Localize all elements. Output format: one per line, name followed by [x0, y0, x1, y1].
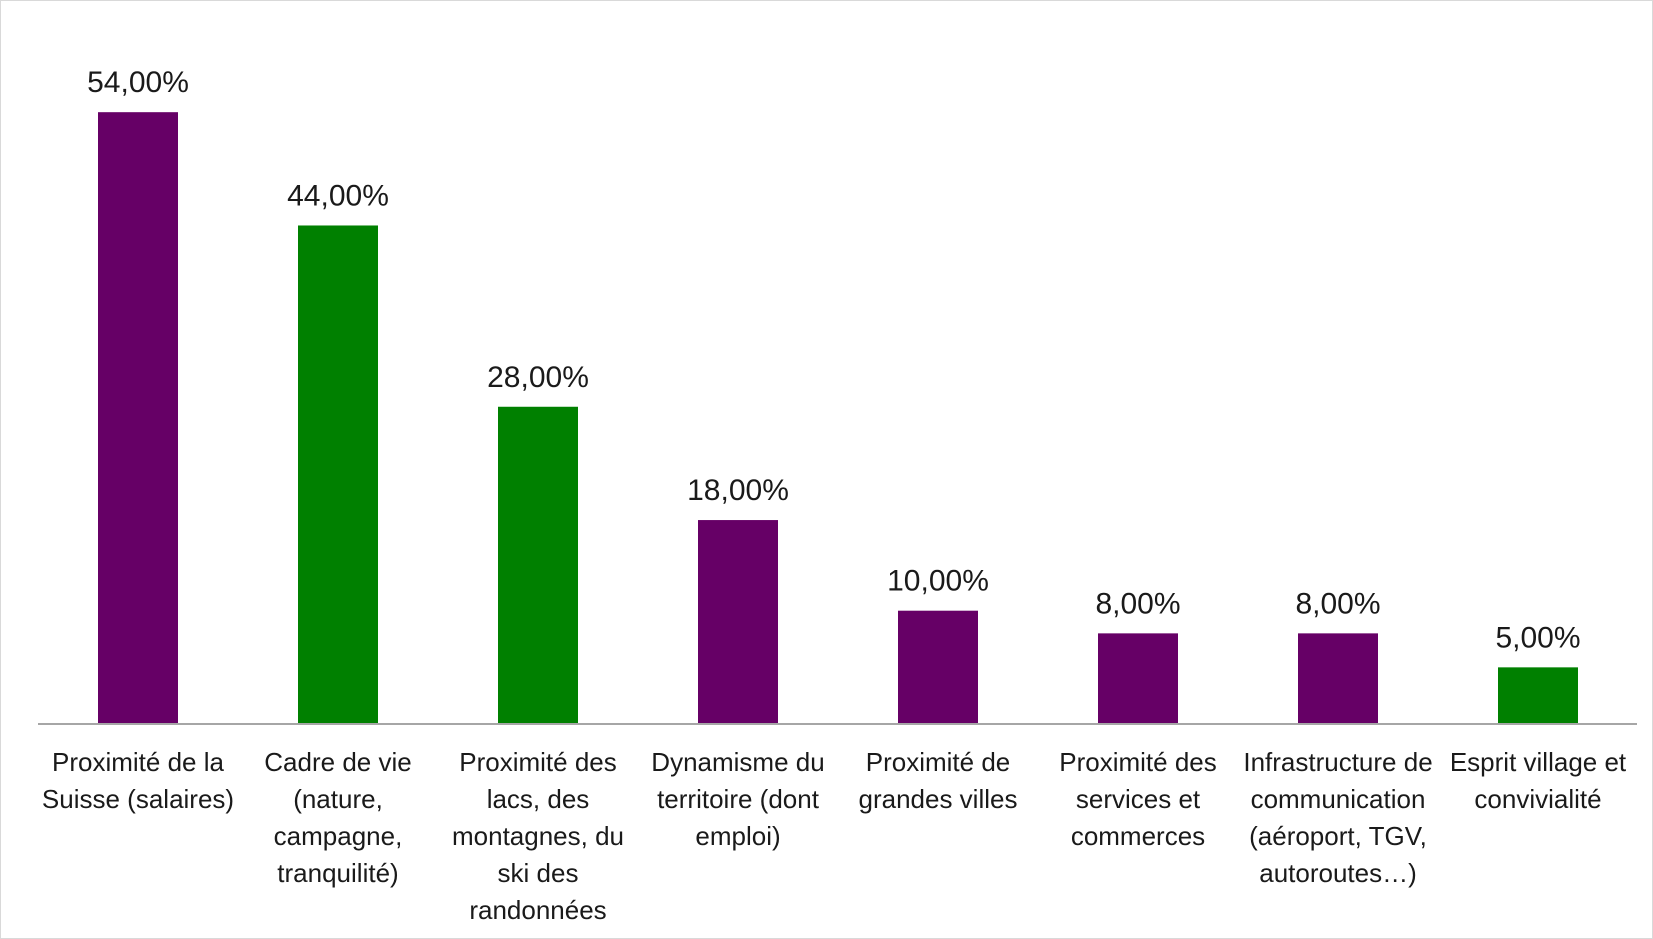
bar-1 — [98, 112, 178, 725]
category-label-line: Suisse (salaires) — [42, 784, 234, 814]
bar-7 — [1298, 633, 1378, 724]
category-label-line: Proximité des — [1059, 747, 1217, 777]
value-labels-group: 54,00% 44,00% 28,00% 18,00% 10,00% 8,00% 8,00%… — [87, 66, 1580, 654]
category-label-line: Cadre de vie — [264, 747, 411, 777]
category-label-line: Proximité de la — [52, 747, 224, 777]
category-label-line: Infrastructure de — [1243, 747, 1432, 777]
category-label-line: convivialité — [1474, 784, 1601, 814]
category-label-1: Proximité de la Suisse (salaires) — [42, 747, 234, 814]
category-label-line: lacs, des — [487, 784, 590, 814]
category-label-line: emploi) — [695, 821, 780, 851]
bar-5 — [898, 610, 978, 724]
value-label-3: 28,00% — [487, 361, 589, 394]
value-label-6: 8,00% — [1095, 587, 1180, 620]
category-label-line: Proximité des — [459, 747, 617, 777]
value-label-4: 18,00% — [687, 474, 789, 507]
category-label-6: Proximité des services et commerces — [1059, 747, 1217, 851]
category-label-line: campagne, — [274, 821, 403, 851]
value-label-7: 8,00% — [1295, 587, 1380, 620]
value-label-8: 5,00% — [1495, 621, 1580, 654]
bars-group — [98, 112, 1578, 725]
bar-4 — [698, 520, 778, 724]
category-label-line: Dynamisme du — [651, 747, 824, 777]
category-label-line: autoroutes…) — [1259, 858, 1417, 888]
category-labels-group: Proximité de la Suisse (salaires) Cadre de… — [42, 747, 1627, 925]
category-label-line: ski des — [498, 858, 579, 888]
category-label-line: (aéroport, TGV, — [1249, 821, 1427, 851]
category-label-line: territoire (dont — [657, 784, 820, 814]
category-label-line: randonnées — [469, 895, 606, 925]
category-label-2: Cadre de vie (nature, campagne, tranquilité… — [264, 747, 411, 888]
category-label-line: (nature, — [293, 784, 383, 814]
category-label-5: Proximité de grandes villes — [859, 747, 1018, 814]
category-label-3: Proximité des lacs, des montagnes, du ski d… — [452, 747, 624, 925]
bar-3 — [498, 406, 578, 724]
category-label-line: services et — [1076, 784, 1201, 814]
category-label-7: Infrastructure de communication (aéroport,… — [1243, 747, 1432, 888]
bar-8 — [1498, 667, 1578, 724]
category-label-line: communication — [1251, 784, 1426, 814]
category-label-line: tranquilité) — [277, 858, 398, 888]
category-label-line: Esprit village et — [1450, 747, 1627, 777]
value-label-2: 44,00% — [287, 179, 389, 212]
bar-2 — [298, 225, 378, 725]
bar-6 — [1098, 633, 1178, 724]
category-label-4: Dynamisme du territoire (dont emploi) — [651, 747, 824, 851]
category-label-line: montagnes, du — [452, 821, 624, 851]
value-label-1: 54,00% — [87, 66, 189, 99]
category-label-line: grandes villes — [859, 784, 1018, 814]
category-label-8: Esprit village et convivialité — [1450, 747, 1627, 814]
category-label-line: commerces — [1071, 821, 1205, 851]
value-label-5: 10,00% — [887, 565, 989, 598]
category-label-line: Proximité de — [866, 747, 1011, 777]
